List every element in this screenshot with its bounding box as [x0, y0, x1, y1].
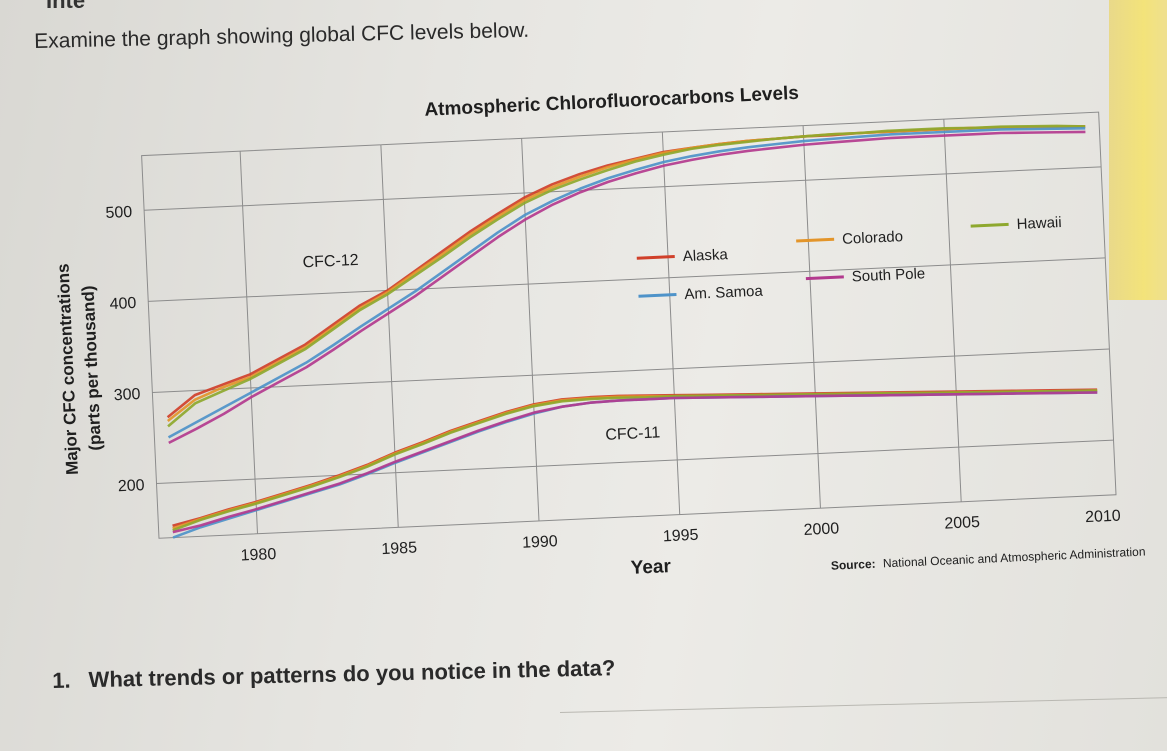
legend-label-south-pole: South Pole [851, 265, 925, 285]
x-tick-label-2010: 2010 [1085, 508, 1121, 527]
x-tick-label-1985: 1985 [381, 540, 417, 559]
series-line-cfc-11-hawaii [172, 389, 1098, 532]
x-axis-label: Year [630, 556, 672, 579]
legend-swatch-am-samoa [638, 292, 677, 298]
page-edge [1109, 0, 1167, 300]
source-text: National Oceanic and Atmospheric Adminis… [883, 544, 1146, 570]
y-axis-label: Major CFC concentrations [53, 263, 82, 475]
gridline-x-1980 [239, 151, 259, 534]
legend: Alaska Colorado Hawaii Am. Samoa South Pole [636, 214, 1062, 304]
series-line-cfc-12-hawaii [167, 124, 1086, 428]
y-tick-label-200: 200 [118, 477, 146, 495]
legend-swatch-hawaii [970, 222, 1009, 228]
legend-label-am-samoa: Am. Samoa [684, 283, 764, 304]
gridline-x-1985 [380, 144, 399, 528]
series-lines [166, 124, 1098, 539]
y-axis-label-units: (parts per thousand) [78, 285, 104, 451]
legend-label-alaska: Alaska [682, 246, 728, 265]
group-cfc-12 [166, 124, 1086, 445]
legend-swatch-south-pole [805, 275, 844, 281]
legend-label-colorado: Colorado [842, 228, 904, 248]
legend-label-hawaii: Hawaii [1016, 214, 1062, 233]
series-line-cfc-11-south-pole [172, 391, 1098, 534]
gridline-y-200 [156, 439, 1114, 485]
legend-swatch-alaska [636, 255, 675, 260]
gridline-y-500 [144, 166, 1102, 211]
x-tick-label-1995: 1995 [663, 527, 699, 546]
series-line-cfc-12-south-pole [168, 130, 1086, 445]
x-tick-label-2005: 2005 [944, 514, 980, 533]
x-tick-label-1990: 1990 [522, 533, 558, 552]
y-tick-label-300: 300 [113, 386, 141, 404]
x-tick-label-2000: 2000 [803, 520, 839, 539]
cfc11-label: CFC-11 [605, 424, 661, 443]
y-tick-label-500: 500 [105, 204, 133, 222]
group-cfc-11 [172, 388, 1098, 539]
gridline-y-400 [148, 257, 1106, 302]
series-line-cfc-11-am-samoa [172, 391, 1098, 539]
series-line-cfc-12-am-samoa [167, 126, 1086, 439]
y-tick-label-400: 400 [109, 295, 137, 313]
x-tick-label-1980: 1980 [240, 546, 276, 565]
gridline-x-2000 [802, 125, 821, 509]
tick-labels: 200 300 400 500 1980 1985 1990 1995 2000 2005 2010 [105, 204, 1121, 565]
gridline-y-300 [152, 348, 1110, 393]
source-label: Source: National Oceanic and Atmospheric… [831, 544, 1146, 572]
legend-swatch-colorado [796, 237, 835, 243]
gridline-x-1995 [661, 131, 681, 515]
source-prefix: Source: [831, 557, 876, 573]
section-heading: Inte [46, 0, 86, 13]
plot-frame [141, 111, 1117, 539]
question-number: 1. [52, 667, 71, 693]
grid [141, 111, 1117, 539]
cfc12-label: CFC-12 [302, 252, 359, 272]
chart-title: Atmospheric Chlorofluorocarbons Levels [424, 83, 799, 121]
gridline-x-2005 [943, 119, 962, 502]
